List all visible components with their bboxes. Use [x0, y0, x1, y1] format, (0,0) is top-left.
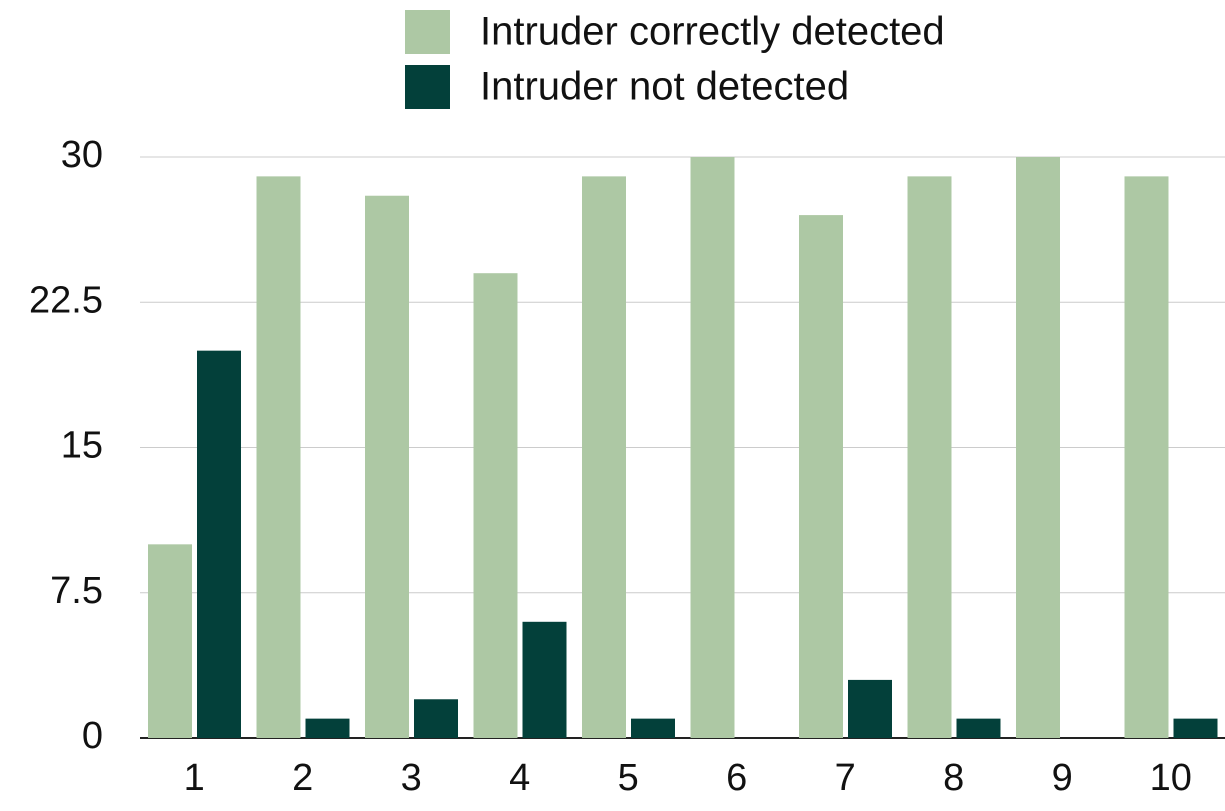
y-tick-label: 0 [82, 715, 103, 757]
bar [1124, 176, 1169, 738]
bar [365, 195, 409, 738]
legend-label: Intruder not detected [480, 65, 849, 109]
bar [305, 718, 350, 738]
bar [522, 621, 567, 738]
legend-label: Intruder correctly detected [480, 10, 945, 54]
x-tick-label: 10 [1150, 757, 1192, 799]
bar [1016, 157, 1060, 738]
bar [907, 176, 952, 738]
bar [582, 176, 626, 738]
y-tick-label: 7.5 [50, 570, 103, 612]
legend-swatch [405, 65, 450, 109]
bar [148, 544, 192, 738]
x-tick-label: 2 [292, 757, 313, 799]
bar [799, 215, 843, 739]
bar [473, 273, 518, 738]
bar [848, 679, 892, 738]
bar [197, 350, 241, 738]
x-tick-label: 4 [509, 757, 530, 799]
bar [256, 176, 301, 738]
y-tick-label: 22.5 [29, 279, 103, 321]
bar [414, 699, 458, 738]
bar [1173, 718, 1218, 738]
bar [690, 157, 735, 738]
bar [956, 718, 1001, 738]
x-tick-label: 1 [184, 757, 205, 799]
x-tick-label: 8 [943, 757, 964, 799]
legend-swatch [405, 10, 450, 54]
bar [631, 718, 675, 738]
x-tick-label: 9 [1052, 757, 1073, 799]
y-tick-label: 15 [61, 425, 103, 467]
y-tick-label: 30 [61, 134, 103, 176]
x-tick-label: 3 [401, 757, 422, 799]
x-tick-label: 6 [726, 757, 747, 799]
x-tick-label: 5 [618, 757, 639, 799]
x-tick-label: 7 [835, 757, 856, 799]
